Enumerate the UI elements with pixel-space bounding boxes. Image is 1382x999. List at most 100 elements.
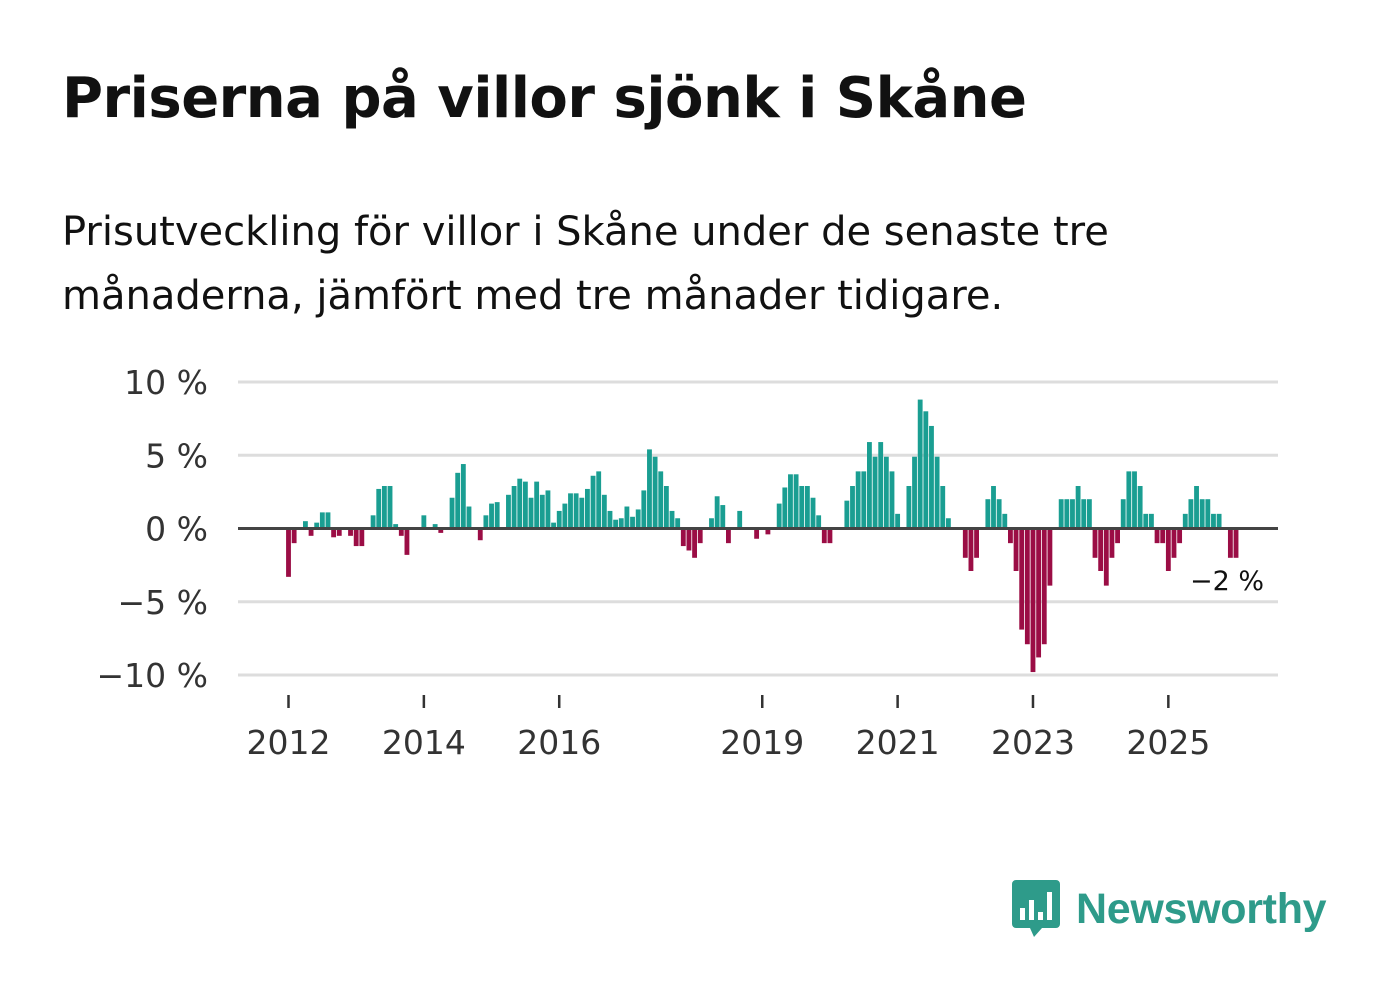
bar <box>669 510 675 529</box>
bar <box>827 528 833 544</box>
bar <box>821 528 827 544</box>
x-tick-label: 2025 <box>1126 723 1210 762</box>
bar <box>912 456 917 529</box>
bar <box>1041 528 1047 645</box>
bar <box>635 509 641 529</box>
bar <box>1002 513 1008 529</box>
chart-subtitle: Prisutveckling för villor i Skåne under … <box>62 209 1109 319</box>
bar <box>528 497 534 529</box>
bar <box>788 474 793 529</box>
bar <box>680 528 686 547</box>
bar <box>1109 528 1115 558</box>
bar <box>720 505 726 529</box>
newsworthy-logo-text: Newsworthy <box>1076 884 1327 933</box>
bar <box>974 528 979 558</box>
bar <box>393 524 399 529</box>
bar <box>613 519 619 529</box>
bar <box>551 522 556 529</box>
bar <box>1064 499 1070 529</box>
bar <box>1058 499 1064 529</box>
bar <box>1165 528 1171 571</box>
bar <box>517 478 523 529</box>
bar <box>663 486 669 529</box>
bar <box>737 510 743 529</box>
y-tick-label: 10 % <box>124 363 208 402</box>
bar <box>573 493 579 529</box>
bar <box>895 513 901 529</box>
bar <box>945 518 951 529</box>
bar <box>562 503 568 529</box>
bar <box>438 528 444 533</box>
bar <box>1182 513 1188 529</box>
bar <box>331 528 337 538</box>
bar <box>878 442 884 529</box>
bar <box>714 496 720 529</box>
bar <box>618 518 624 529</box>
bar <box>1143 513 1149 529</box>
bar <box>889 471 895 529</box>
bar <box>556 510 562 529</box>
bar <box>387 486 393 529</box>
bar <box>776 503 782 529</box>
bar <box>545 490 551 529</box>
bar <box>630 516 635 529</box>
bar <box>585 488 590 529</box>
bar <box>489 503 494 529</box>
bar <box>816 515 822 529</box>
x-tick-label: 2021 <box>856 723 940 762</box>
bar <box>1177 528 1183 544</box>
bar <box>1086 499 1092 529</box>
bar <box>1019 528 1025 630</box>
bar <box>1013 528 1019 571</box>
bar <box>799 486 805 529</box>
bar <box>906 486 912 529</box>
bar <box>325 512 331 529</box>
bar <box>376 488 382 529</box>
bar <box>449 497 455 529</box>
bar <box>1216 513 1222 529</box>
bar <box>883 456 889 529</box>
bar <box>303 521 308 529</box>
bar <box>398 528 404 536</box>
bar <box>1081 499 1087 529</box>
bar <box>1194 486 1199 529</box>
bar <box>494 502 500 529</box>
bar <box>1075 486 1081 529</box>
bar <box>579 497 585 529</box>
bar <box>652 456 658 529</box>
bar <box>1103 528 1109 586</box>
bar <box>929 425 934 529</box>
bar <box>477 528 483 541</box>
bar <box>754 528 760 539</box>
bar <box>1160 528 1166 544</box>
bar <box>1115 528 1120 544</box>
bar <box>844 500 850 529</box>
bar <box>1024 528 1030 645</box>
bar <box>506 494 511 529</box>
bar-chart: 10 % 5 % 0 % −5 % −10 % 2012 2014 2016 2019 2021 2… <box>97 363 1278 762</box>
bar <box>996 499 1002 529</box>
bar <box>601 494 607 529</box>
bar <box>539 494 545 529</box>
bar <box>607 510 613 529</box>
bar <box>861 471 867 529</box>
bar <box>568 493 573 529</box>
bar <box>522 481 528 529</box>
bar <box>359 528 365 547</box>
newsworthy-logo: Newsworthy <box>1010 878 1327 940</box>
bar <box>692 528 697 558</box>
bar <box>381 486 387 529</box>
newsworthy-logo-icon <box>1012 880 1060 937</box>
bar <box>421 515 427 529</box>
y-tick-label: 5 % <box>145 436 208 475</box>
bar <box>1047 528 1053 586</box>
bar <box>1227 528 1233 558</box>
bar <box>286 528 291 577</box>
bar <box>968 528 974 571</box>
bar <box>810 497 816 529</box>
bar <box>675 518 681 529</box>
bar <box>793 474 799 529</box>
bar <box>1126 471 1132 529</box>
bar <box>917 399 923 529</box>
bar <box>466 506 472 529</box>
